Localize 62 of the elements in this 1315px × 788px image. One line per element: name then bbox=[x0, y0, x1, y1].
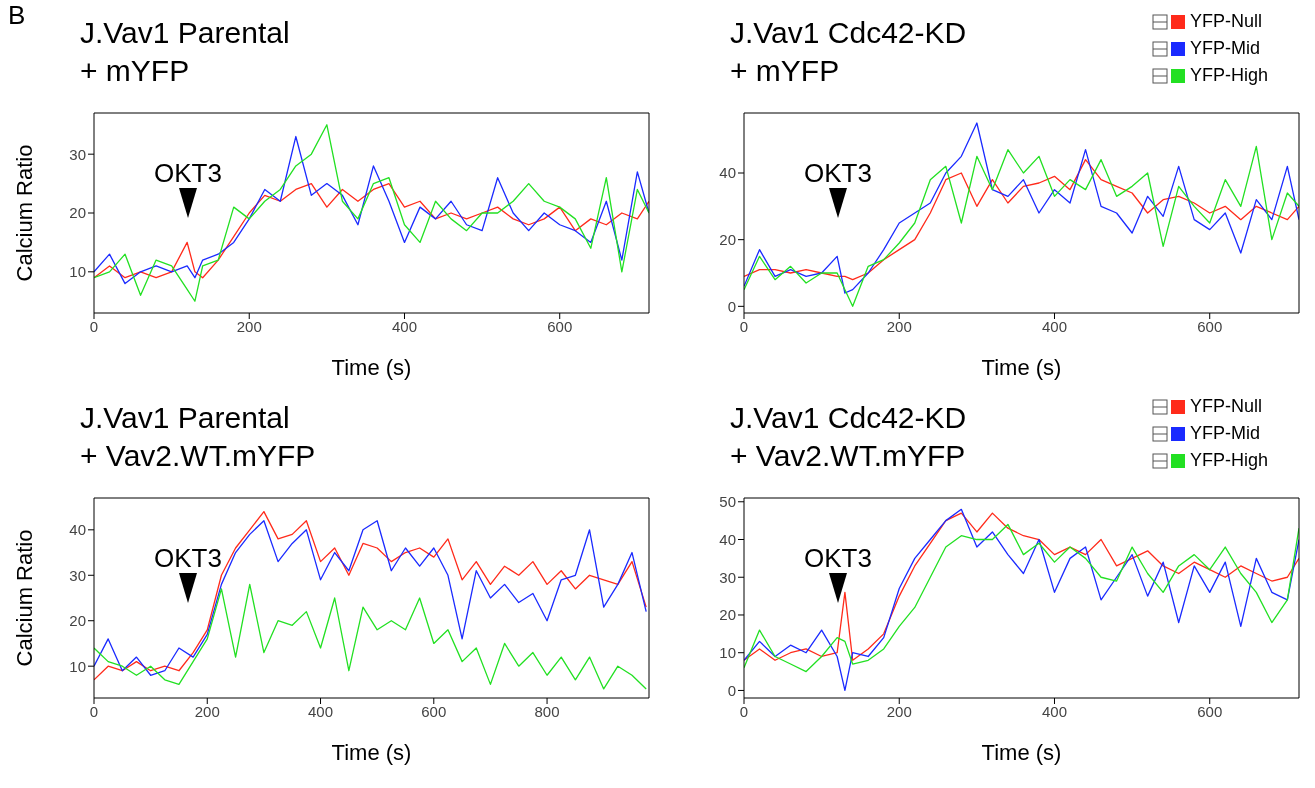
line-series bbox=[744, 122, 1299, 294]
line-series bbox=[94, 182, 649, 279]
text: B bbox=[8, 0, 26, 31]
x-tick-label: 400 bbox=[1041, 702, 1068, 720]
x-tick-label: 0 bbox=[739, 317, 749, 335]
x-tick-label: 800 bbox=[534, 702, 560, 720]
x-axis-title: Time (s) bbox=[331, 740, 412, 765]
y-axis-title: Calcium Ratio bbox=[11, 144, 37, 282]
y-tick-label: 20 bbox=[69, 612, 86, 630]
y-tick-label: 0 bbox=[727, 297, 736, 315]
y-tick-label: 10 bbox=[719, 644, 736, 662]
y-tick-label: 10 bbox=[69, 263, 86, 281]
y-tick-label: 20 bbox=[719, 606, 736, 624]
line-series bbox=[744, 145, 1299, 307]
x-tick-label: 200 bbox=[886, 317, 912, 335]
legend-label: YFP-Null bbox=[1189, 396, 1262, 417]
y-tick-label: 30 bbox=[69, 145, 86, 163]
line-series bbox=[94, 124, 649, 302]
chart-title: J.Vav1 Cdc42-KD + Vav2.WT.mYFP bbox=[729, 400, 967, 474]
y-tick-label: 40 bbox=[69, 521, 86, 539]
y-tick-label: 20 bbox=[69, 204, 86, 222]
line-series bbox=[94, 583, 647, 690]
x-tick-label: 600 bbox=[1197, 702, 1223, 720]
chart-title: J.Vav1 Parental + mYFP bbox=[80, 16, 290, 87]
x-tick-label: 400 bbox=[308, 702, 334, 720]
x-axis-title: Time (s) bbox=[981, 355, 1062, 380]
x-tick-label: 0 bbox=[739, 702, 749, 720]
x-tick-label: 200 bbox=[194, 702, 220, 720]
annotation: OKT3 bbox=[803, 158, 873, 188]
y-tick-label: 30 bbox=[719, 568, 736, 586]
x-tick-label: 400 bbox=[1041, 317, 1068, 335]
line-series bbox=[94, 135, 649, 285]
annotation: OKT3 bbox=[803, 543, 873, 573]
y-axis-title: Calcium Ratio bbox=[11, 529, 37, 667]
x-tick-label: 0 bbox=[89, 702, 99, 720]
chart-title: J.Vav1 Parental + Vav2.WT.mYFP bbox=[79, 400, 316, 474]
x-tick-label: 600 bbox=[421, 702, 447, 720]
x-tick-label: 200 bbox=[236, 317, 262, 335]
y-tick-label: 40 bbox=[719, 164, 736, 182]
x-tick-label: 600 bbox=[1197, 317, 1223, 335]
y-tick-label: 20 bbox=[719, 230, 736, 248]
legend-label: YFP-Null bbox=[1189, 11, 1262, 32]
legend-label: YFP-High bbox=[1189, 450, 1268, 471]
annotation: OKT3 bbox=[153, 158, 223, 188]
line-series bbox=[744, 159, 1299, 281]
x-axis-title: Time (s) bbox=[331, 355, 412, 380]
x-tick-label: 600 bbox=[547, 317, 573, 335]
line-series bbox=[744, 508, 1299, 692]
x-axis-title: Time (s) bbox=[981, 740, 1062, 765]
y-tick-label: 40 bbox=[719, 530, 736, 548]
annotation: OKT3 bbox=[153, 543, 223, 573]
x-tick-label: 0 bbox=[89, 317, 99, 335]
x-tick-label: 200 bbox=[886, 702, 912, 720]
y-tick-label: 0 bbox=[727, 681, 736, 699]
y-tick-label: 50 bbox=[719, 493, 736, 511]
chart-title: J.Vav1 Cdc42-KD + mYFP bbox=[729, 15, 967, 89]
y-tick-label: 10 bbox=[69, 657, 86, 675]
legend-label: YFP-High bbox=[1189, 65, 1268, 86]
x-tick-label: 400 bbox=[391, 317, 418, 335]
legend-label: YFP-Mid bbox=[1189, 38, 1260, 59]
y-tick-label: 30 bbox=[69, 566, 86, 584]
legend-label: YFP-Mid bbox=[1189, 423, 1260, 444]
